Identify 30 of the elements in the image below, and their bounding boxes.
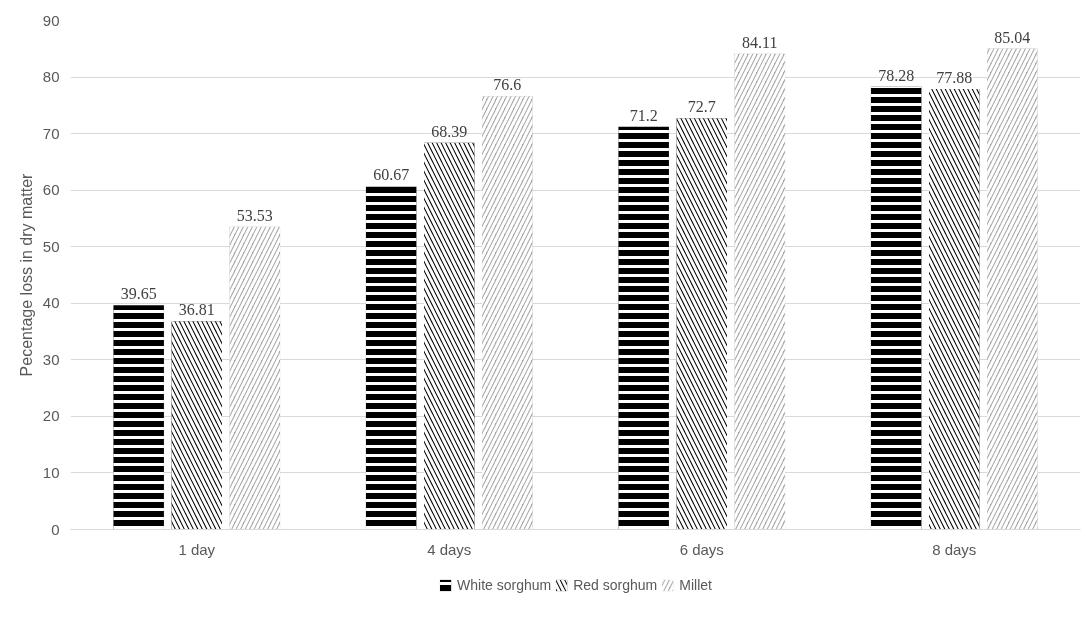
y-tick-label: 10 (42, 463, 60, 481)
y-tick-label: 20 (42, 407, 60, 425)
y-tick-label: 50 (42, 237, 60, 255)
y-tick-label: 30 (42, 350, 60, 368)
data-label: 76.6 (493, 76, 522, 94)
data-label: 77.88 (936, 69, 973, 87)
data-label: 78.28 (878, 66, 915, 84)
y-tick-label: 0 (51, 520, 60, 538)
x-tick-label: 4 days (427, 540, 472, 558)
data-label: 36.81 (178, 301, 215, 319)
data-label: 53.53 (236, 206, 273, 224)
legend-label: White sorghum (457, 577, 552, 593)
data-label: 60.67 (373, 166, 410, 184)
data-label: 71.2 (629, 106, 658, 124)
data-label: 39.65 (120, 285, 157, 303)
legend-label: Millet (679, 577, 712, 593)
y-tick-label: 60 (42, 181, 60, 199)
y-axis-title: Pecentage loss in dry matter (17, 172, 35, 377)
data-label: 84.11 (742, 33, 778, 51)
x-tick-label: 1 day (178, 540, 216, 558)
x-tick-label: 6 days (679, 540, 724, 558)
y-tick-label: 70 (42, 124, 60, 142)
legend-label: Red sorghum (573, 577, 658, 593)
data-label: 85.04 (994, 28, 1031, 46)
data-label: 68.39 (431, 122, 468, 140)
y-tick-label: 80 (42, 68, 60, 86)
y-tick-label: 40 (42, 294, 60, 312)
data-label: 72.7 (687, 98, 716, 116)
y-tick-label: 90 (42, 11, 60, 29)
x-tick-label: 8 days (932, 540, 977, 558)
